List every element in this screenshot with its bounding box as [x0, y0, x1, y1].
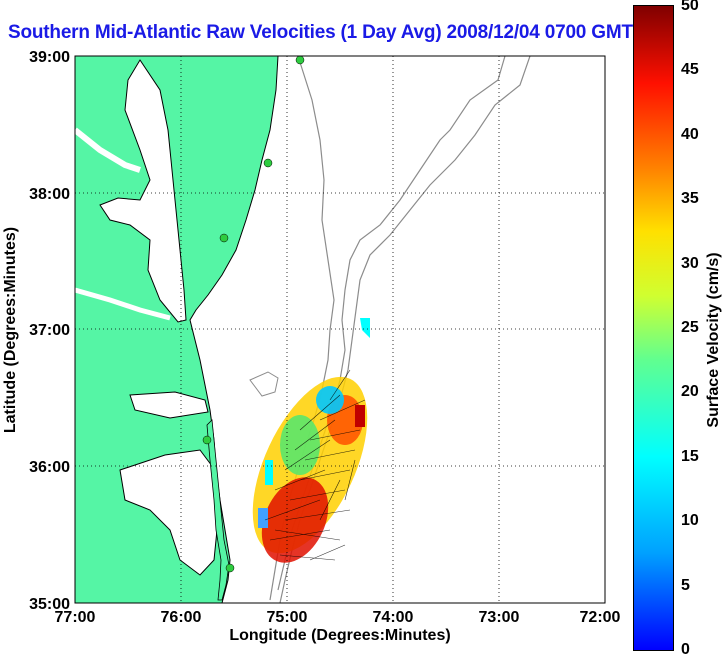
potomac-river: [75, 127, 141, 173]
outer-banks: [206, 419, 230, 601]
x-tick-label: 77:00: [55, 609, 96, 626]
velocity-field: [252, 318, 370, 563]
plot-frame: [74, 55, 606, 604]
y-tick-label: 38:00: [29, 186, 70, 203]
x-tick-label: 76:00: [161, 609, 202, 626]
colorbar-tick: 40: [681, 126, 699, 143]
colorbar-gradient: [634, 6, 673, 650]
james-river: [75, 287, 171, 321]
y-tick-label: 35:00: [29, 596, 70, 613]
colorbar-tick: 50: [681, 0, 699, 14]
station-marker: [202, 435, 212, 445]
colorbar-label: Surface Velocity (cm/s): [705, 252, 722, 428]
grid: [75, 56, 605, 603]
pamlico-sound: [119, 449, 219, 576]
y-tick-label: 37:00: [29, 322, 70, 339]
station-marker: [263, 158, 273, 168]
colorbar-tick: 30: [681, 255, 699, 272]
colorbar-tick: 5: [681, 577, 690, 594]
chesapeake-bay: [99, 59, 187, 323]
station-marker: [219, 233, 229, 243]
colorbar-tick: 15: [681, 448, 699, 465]
station-marker: [225, 563, 235, 573]
colorbar-tick: 10: [681, 512, 699, 529]
colorbar-tick: 0: [681, 641, 690, 658]
albemarle-sound: [129, 391, 209, 419]
map-title: Southern Mid-Atlantic Raw Velocities (1 …: [8, 22, 633, 43]
colorbar-tick: 20: [681, 383, 699, 400]
y-tick-label: 36:00: [29, 459, 70, 476]
colorbar-tick: 45: [681, 61, 699, 78]
bathymetry-contour-4: [249, 371, 279, 397]
x-axis-label: Longitude (Degrees:Minutes): [229, 627, 450, 644]
x-tick-label: 73:00: [479, 609, 520, 626]
station-marker: [295, 56, 305, 65]
x-tick-label: 74:00: [373, 609, 414, 626]
colorbar: [633, 5, 674, 651]
x-tick-label: 72:00: [580, 609, 621, 626]
y-axis-label: Latitude (Degrees:Minutes): [2, 227, 19, 433]
colorbar-tick: 35: [681, 190, 699, 207]
colorbar-tick: 25: [681, 319, 699, 336]
y-tick-label: 39:00: [29, 49, 70, 66]
x-tick-label: 75:00: [267, 609, 308, 626]
